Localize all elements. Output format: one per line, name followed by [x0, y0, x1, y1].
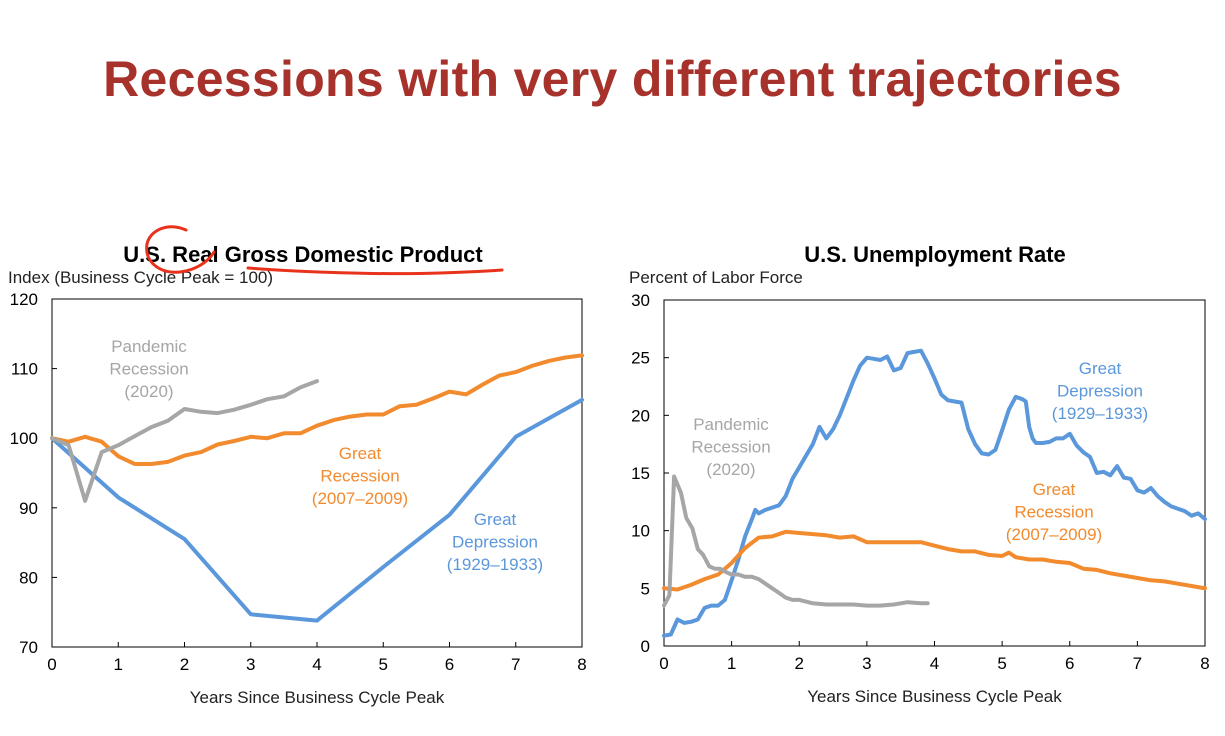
unemp-y-tick-label: 30 — [631, 291, 650, 310]
gdp-y-tick-label: 70 — [19, 638, 38, 657]
unemp-x-tick-label: 5 — [997, 654, 1006, 673]
unemp-y-tick-label: 10 — [631, 522, 650, 541]
slide-title: Recessions with very different trajector… — [103, 51, 1122, 107]
unemp-x-tick-label: 7 — [1133, 654, 1142, 673]
unemp-x-tick-label: 1 — [727, 654, 736, 673]
unemp-series-label-pandemic: Pandemic Recession (2020) — [691, 415, 770, 479]
gdp-chart-title: U.S. Real Gross Domestic Product — [123, 242, 483, 267]
unemp-series-label-great-depression: Great Depression (1929–1933) — [1052, 359, 1148, 423]
unemp-x-tick-label: 4 — [930, 654, 939, 673]
gdp-x-tick-label: 6 — [445, 655, 454, 674]
gdp-x-tick-label: 8 — [577, 655, 586, 674]
unemp-y-tick-label: 5 — [641, 579, 650, 598]
gdp-x-tick-label: 5 — [379, 655, 388, 674]
gdp-series-label-great-recession: Great Recession (2007–2009) — [312, 444, 408, 508]
unemp-x-tick-label: 6 — [1065, 654, 1074, 673]
unemp-x-tick-label: 3 — [862, 654, 871, 673]
unemp-y-axis-unit: Percent of Labor Force — [629, 268, 803, 287]
gdp-y-tick-label: 90 — [19, 499, 38, 518]
gdp-x-tick-label: 1 — [114, 655, 123, 674]
gdp-y-tick-label: 100 — [10, 429, 38, 448]
unemp-y-tick-label: 15 — [631, 464, 650, 483]
unemp-chart-title: U.S. Unemployment Rate — [804, 242, 1066, 267]
unemp-series-great-recession — [662, 529, 1207, 592]
gdp-series-great-depression — [50, 397, 584, 623]
gdp-y-tick-label: 120 — [10, 290, 38, 309]
gdp-y-tick-label: 110 — [11, 360, 38, 379]
red-circle-annotation — [145, 225, 216, 274]
gdp-y-axis-unit: Index (Business Cycle Peak = 100) — [8, 268, 274, 287]
gdp-x-tick-label: 4 — [312, 655, 321, 674]
gdp-y-tick-label: 80 — [19, 568, 38, 587]
unemp-series-label-great-recession: Great Recession (2007–2009) — [1006, 480, 1102, 544]
gdp-series-great-recession — [50, 353, 584, 466]
unemp-y-tick-label: 25 — [631, 349, 650, 368]
unemp-series-great-depression — [662, 348, 1207, 638]
unemp-x-axis-title: Years Since Business Cycle Peak — [807, 687, 1062, 706]
unemp-x-tick-label: 8 — [1200, 654, 1209, 673]
unemp-y-tick-label: 0 — [641, 637, 650, 656]
unemp-x-tick-label: 2 — [795, 654, 804, 673]
unemp-y-tick-label: 20 — [631, 406, 650, 425]
gdp-x-tick-label: 7 — [511, 655, 520, 674]
gdp-x-tick-label: 0 — [47, 655, 56, 674]
gdp-series-label-great-depression: Great Depression (1929–1933) — [447, 510, 543, 574]
red-underline-annotation — [246, 266, 504, 276]
gdp-series-label-pandemic: Pandemic Recession (2020) — [109, 337, 188, 401]
unemp-x-tick-label: 0 — [659, 654, 668, 673]
gdp-x-axis-title: Years Since Business Cycle Peak — [190, 688, 445, 707]
gdp-x-tick-label: 3 — [246, 655, 255, 674]
gdp-x-tick-label: 2 — [180, 655, 189, 674]
gdp-series-pandemic — [50, 379, 319, 503]
unemp-series-pandemic — [662, 474, 930, 608]
